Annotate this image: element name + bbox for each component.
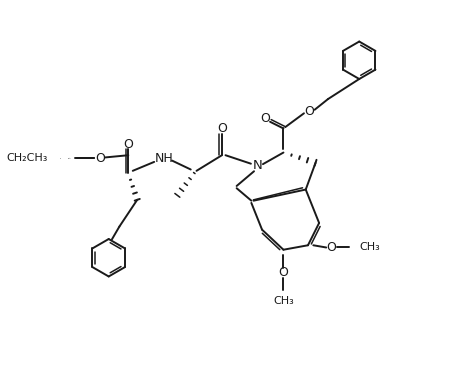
Text: O: O xyxy=(305,105,314,118)
Text: O: O xyxy=(261,112,271,125)
Text: N: N xyxy=(253,159,262,172)
Text: CH₂CH₃: CH₂CH₃ xyxy=(7,153,48,163)
Text: ethyl: ethyl xyxy=(68,158,71,159)
Text: O: O xyxy=(278,267,289,279)
Text: O: O xyxy=(327,241,337,254)
Text: CH₃: CH₃ xyxy=(273,296,294,305)
Text: O: O xyxy=(60,158,61,159)
Text: CH₃: CH₃ xyxy=(359,242,380,253)
Text: NH: NH xyxy=(155,152,173,165)
Text: O: O xyxy=(217,122,227,135)
Text: O: O xyxy=(95,152,105,165)
Text: O: O xyxy=(123,139,133,151)
